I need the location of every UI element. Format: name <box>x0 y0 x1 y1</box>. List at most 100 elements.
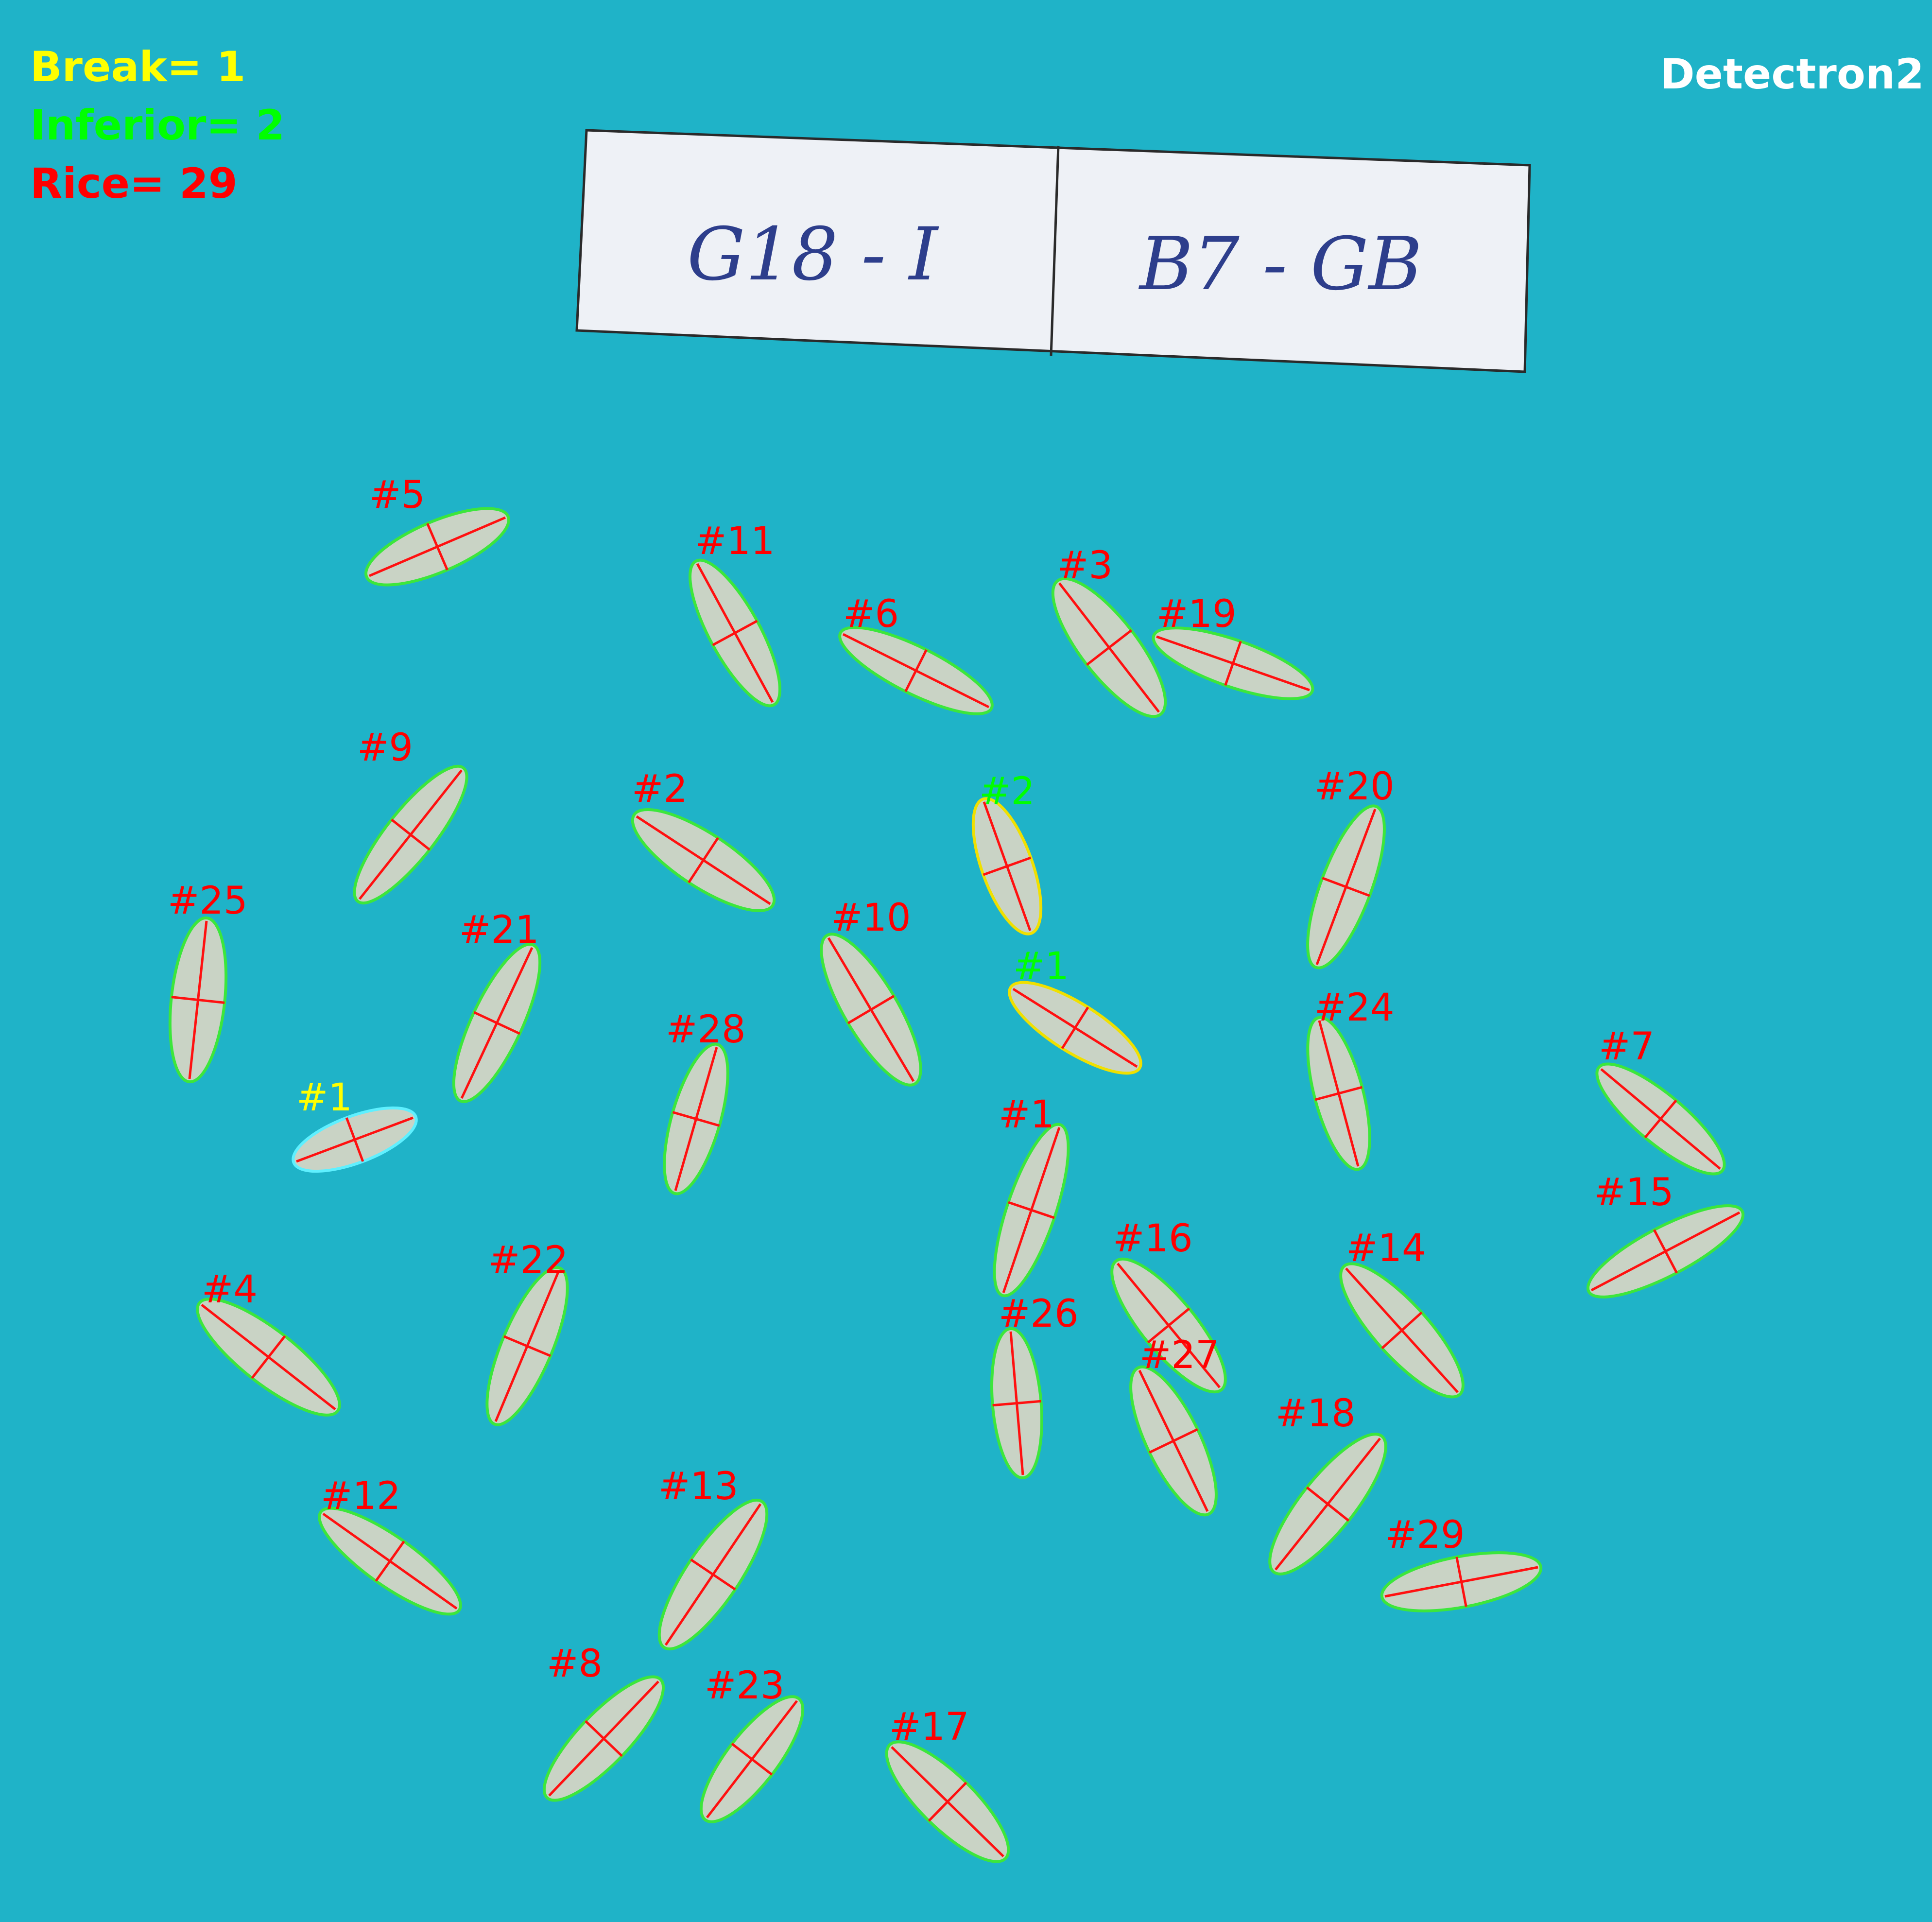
grain-width-axis <box>375 1541 405 1582</box>
grain-width-axis <box>992 1400 1041 1407</box>
grain-width-axis <box>503 1335 551 1357</box>
grain-rice <box>838 626 994 715</box>
label-card-divider <box>1050 145 1060 356</box>
grain-width-axis <box>928 1782 967 1822</box>
grain-label: #1 <box>296 1076 352 1120</box>
grain-rice <box>657 1498 769 1651</box>
grain-rice <box>689 558 781 708</box>
grain-inferior <box>971 797 1043 935</box>
grain-width-axis <box>251 1335 286 1379</box>
grain-width-axis <box>1455 1557 1467 1607</box>
grain-rice <box>542 1675 665 1802</box>
grain-width-axis <box>672 1111 720 1127</box>
grain-label: #10 <box>831 896 911 940</box>
grain-label: #20 <box>1314 765 1395 809</box>
grain-label: #24 <box>1314 986 1395 1030</box>
label-card-paper <box>575 129 1531 373</box>
inferior-count: Inferior= 2 <box>30 101 285 150</box>
grain-label: #2 <box>979 770 1035 814</box>
grain-label: #17 <box>889 1705 969 1749</box>
grain-width-axis <box>983 856 1032 876</box>
label-card-left-text: G18 - I <box>687 212 939 297</box>
grain-label: #2 <box>632 767 688 811</box>
grain-label: #22 <box>488 1239 569 1282</box>
grain-rice <box>485 1266 569 1426</box>
grain-width-axis <box>171 996 225 1004</box>
model-name: Detectron2 <box>1660 50 1924 99</box>
grain-label: #27 <box>1139 1333 1220 1377</box>
grain-width-axis <box>1147 1307 1190 1344</box>
grain-rice <box>353 764 468 905</box>
grain-layer <box>168 507 1745 1863</box>
grain-width-axis <box>1224 641 1242 686</box>
grain-width-axis <box>1315 1086 1363 1101</box>
grain-label: #6 <box>843 592 899 636</box>
grain-label: #15 <box>1594 1171 1674 1214</box>
grain-label: #23 <box>705 1664 785 1708</box>
grain-width-axis <box>1061 1006 1089 1049</box>
grain-rice <box>1051 577 1167 718</box>
grain-rice <box>1306 804 1386 970</box>
grain-label: #18 <box>1276 1392 1356 1436</box>
grain-label: #29 <box>1385 1513 1465 1557</box>
grain-width-axis <box>1653 1229 1678 1274</box>
grain-label: #5 <box>369 473 425 517</box>
grain-label: #19 <box>1156 592 1237 636</box>
grain-width-axis <box>1381 1311 1423 1350</box>
grain-rice <box>1339 1262 1465 1399</box>
grain-width-axis <box>345 1117 364 1162</box>
grain-width-axis <box>426 523 448 571</box>
label-card-right-text: B7 - GB <box>1138 222 1422 307</box>
grain-rice <box>990 1327 1043 1480</box>
grain-width-axis <box>904 649 928 693</box>
grain-rice <box>885 1740 1010 1863</box>
grain-width-axis <box>473 1011 520 1035</box>
grain-rice <box>1306 1016 1371 1171</box>
break-count: Break= 1 <box>30 43 246 91</box>
grain-rice <box>1380 1551 1543 1612</box>
grain-label: #7 <box>1599 1025 1655 1069</box>
grain-rice <box>993 1123 1070 1298</box>
grain-width-axis <box>690 1558 736 1591</box>
grain-label: #14 <box>1346 1227 1426 1270</box>
grain-rice <box>1152 626 1314 700</box>
grain-rice <box>1129 1365 1218 1517</box>
grain-label: #21 <box>459 908 539 952</box>
grain-rice <box>820 933 922 1087</box>
grain-width-axis <box>1322 877 1370 897</box>
grain-width-axis <box>1306 1486 1350 1522</box>
grain-rice <box>168 916 228 1084</box>
grain-rice <box>1595 1062 1726 1176</box>
grain-rice <box>1586 1204 1745 1299</box>
grain-rice <box>663 1042 729 1195</box>
label-card: G18 - I B7 - GB <box>575 129 1531 373</box>
grain-width-axis <box>731 1743 773 1776</box>
grain-label: #8 <box>547 1642 603 1686</box>
grain-width-axis <box>712 620 758 646</box>
grain-rice <box>364 507 510 587</box>
grain-width-axis <box>688 837 719 883</box>
grain-label: #28 <box>666 1008 746 1052</box>
grain-rice <box>1268 1433 1387 1576</box>
grain-inferior <box>1008 981 1142 1075</box>
rice-count: Rice= 29 <box>30 159 238 208</box>
grain-break <box>292 1106 418 1173</box>
grain-label: #1 <box>1013 945 1069 988</box>
grain-label: #12 <box>321 1474 401 1518</box>
grain-width-axis <box>1086 629 1132 666</box>
grain-label: #9 <box>357 726 413 770</box>
grain-width-axis <box>847 995 895 1024</box>
grain-label-layer: #5 #11 #6 #3 #19 #9 #2 #2 #20 #25 #21 #10 #1 #28 #24 #7… <box>168 473 1674 1749</box>
grain-label: #11 <box>695 519 775 563</box>
grain-label: #1 <box>999 1093 1054 1137</box>
grain-width-axis <box>1644 1099 1677 1139</box>
grain-rice <box>1110 1257 1227 1394</box>
grain-label: #3 <box>1057 544 1113 588</box>
grain-rice <box>699 1695 805 1823</box>
grain-width-axis <box>1008 1201 1055 1219</box>
grain-label: #4 <box>202 1268 258 1312</box>
grain-label: #13 <box>658 1465 739 1508</box>
grain-label: #26 <box>999 1292 1079 1336</box>
